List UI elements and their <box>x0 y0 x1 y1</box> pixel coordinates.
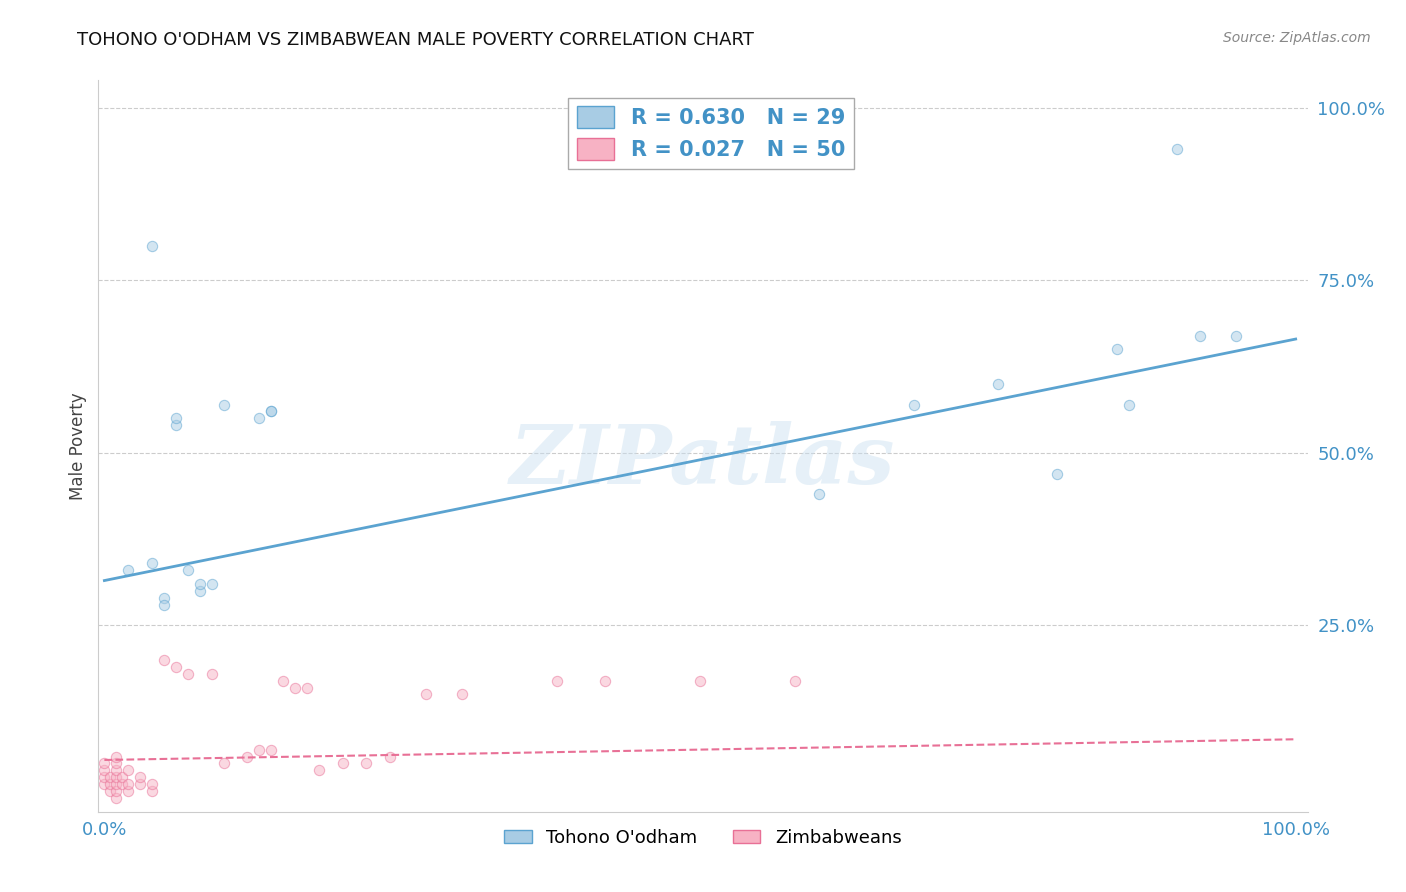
Point <box>415 687 437 701</box>
Y-axis label: Male Poverty: Male Poverty <box>69 392 87 500</box>
Point <box>1118 398 1140 412</box>
Point <box>260 404 283 418</box>
Point <box>1105 343 1128 357</box>
Point <box>93 764 115 778</box>
Point <box>105 756 128 771</box>
Point <box>247 411 270 425</box>
Point <box>129 770 152 784</box>
Point <box>903 398 925 412</box>
Point <box>808 487 831 501</box>
Point <box>105 770 128 784</box>
Point <box>177 563 200 577</box>
Point <box>165 411 187 425</box>
Point <box>689 673 711 688</box>
Point <box>93 756 115 771</box>
Point <box>105 764 128 778</box>
Point <box>177 666 200 681</box>
Text: TOHONO O'ODHAM VS ZIMBABWEAN MALE POVERTY CORRELATION CHART: TOHONO O'ODHAM VS ZIMBABWEAN MALE POVERT… <box>77 31 754 49</box>
Point <box>98 770 121 784</box>
Point <box>93 777 115 791</box>
Point <box>105 749 128 764</box>
Point <box>141 777 163 791</box>
Point <box>380 749 402 764</box>
Point <box>260 742 283 756</box>
Point <box>117 563 139 577</box>
Point <box>785 673 807 688</box>
Text: ZIPatlas: ZIPatlas <box>510 421 896 500</box>
Point <box>212 756 235 771</box>
Point <box>141 557 163 571</box>
Point <box>105 791 128 805</box>
Point <box>165 418 187 433</box>
Point <box>111 777 134 791</box>
Point <box>153 598 176 612</box>
Point <box>98 784 121 798</box>
Point <box>111 770 134 784</box>
Point <box>153 591 176 605</box>
Point <box>129 777 152 791</box>
Point <box>200 666 222 681</box>
Point <box>117 777 139 791</box>
Point <box>188 583 211 598</box>
Point <box>356 756 378 771</box>
Point <box>141 239 163 253</box>
Text: Source: ZipAtlas.com: Source: ZipAtlas.com <box>1223 31 1371 45</box>
Point <box>450 687 472 701</box>
Point <box>200 577 222 591</box>
Point <box>295 681 318 695</box>
Point <box>212 398 235 412</box>
Point <box>247 742 270 756</box>
Point <box>1166 142 1188 156</box>
Point <box>593 673 616 688</box>
Point <box>105 777 128 791</box>
Point <box>153 653 176 667</box>
Point <box>987 376 1010 391</box>
Point <box>260 404 283 418</box>
Point <box>93 770 115 784</box>
Point <box>1189 328 1212 343</box>
Point <box>141 784 163 798</box>
Point <box>188 577 211 591</box>
Point <box>117 764 139 778</box>
Point <box>271 673 294 688</box>
Point <box>236 749 259 764</box>
Point <box>1225 328 1247 343</box>
Point <box>165 660 187 674</box>
Point <box>98 777 121 791</box>
Point <box>546 673 568 688</box>
Point <box>1046 467 1069 481</box>
Point <box>332 756 354 771</box>
Point <box>117 784 139 798</box>
Point <box>105 784 128 798</box>
Legend: Tohono O'odham, Zimbabweans: Tohono O'odham, Zimbabweans <box>498 822 908 854</box>
Point <box>284 681 307 695</box>
Point <box>308 764 330 778</box>
